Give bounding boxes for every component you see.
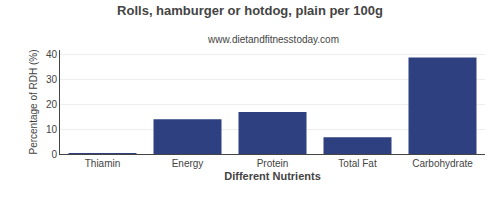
svg-text:20: 20	[46, 99, 58, 110]
svg-text:Energy: Energy	[172, 158, 204, 169]
svg-text:www.dietandfitnesstoday.com: www.dietandfitnesstoday.com	[207, 34, 339, 45]
svg-text:30: 30	[46, 74, 58, 85]
svg-text:40: 40	[46, 49, 58, 60]
svg-text:Percentage of RDH (%): Percentage of RDH (%)	[28, 49, 39, 154]
svg-text:Rolls, hamburger or hotdog, pl: Rolls, hamburger or hotdog, plain per 10…	[117, 3, 383, 18]
svg-text:0: 0	[51, 149, 57, 160]
svg-text:10: 10	[46, 124, 58, 135]
svg-text:Protein: Protein	[257, 158, 289, 169]
svg-text:Thiamin: Thiamin	[85, 158, 121, 169]
svg-text:Carbohydrate: Carbohydrate	[412, 158, 473, 169]
svg-text:Different Nutrients: Different Nutrients	[224, 170, 321, 182]
svg-text:Total Fat: Total Fat	[338, 158, 377, 169]
